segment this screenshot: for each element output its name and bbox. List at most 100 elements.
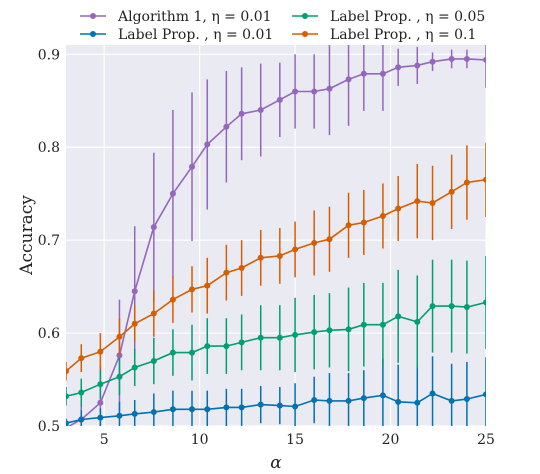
series-layer (66, 45, 486, 426)
data-point (448, 55, 455, 62)
data-point (429, 390, 436, 397)
series-0 (66, 45, 486, 426)
data-point (326, 397, 333, 404)
data-point (78, 416, 85, 423)
data-point (414, 62, 421, 69)
data-point (189, 406, 195, 413)
data-point (326, 236, 333, 243)
x-tick-label: 15 (286, 432, 304, 448)
x-tick-label: 20 (382, 432, 400, 448)
data-point (483, 56, 486, 63)
legend-marker-2 (90, 31, 96, 37)
data-point (345, 222, 352, 229)
series-2 (66, 255, 486, 407)
x-tick-label: 10 (191, 432, 209, 448)
data-point (414, 318, 421, 325)
data-point (223, 343, 230, 350)
data-point (238, 404, 245, 411)
legend-marker-3 (302, 31, 308, 37)
legend-entry-0: Algorithm 1, η = 0.01 (80, 9, 272, 25)
data-point (395, 313, 402, 320)
data-point (131, 288, 138, 295)
data-point (238, 110, 245, 117)
data-point (483, 176, 486, 183)
series-1 (66, 356, 486, 426)
data-point (116, 412, 123, 419)
data-point (292, 88, 299, 95)
data-point (66, 368, 69, 375)
legend-entry-2: Label Prop. , η = 0.01 (80, 27, 273, 43)
data-point (395, 64, 402, 71)
data-point (311, 239, 318, 246)
data-point (276, 334, 283, 341)
data-point (360, 70, 367, 77)
data-point (238, 265, 245, 272)
data-point (483, 299, 486, 306)
data-point (311, 88, 318, 95)
x-tick-label: 5 (100, 432, 109, 448)
data-point (150, 357, 157, 364)
data-point (448, 188, 455, 195)
data-point (204, 406, 211, 413)
data-point (238, 339, 245, 346)
data-point (97, 399, 104, 406)
data-point (204, 141, 211, 148)
data-point (345, 76, 352, 83)
data-point (448, 397, 455, 404)
data-point (150, 409, 157, 416)
y-tick-label: 0.6 (38, 326, 60, 342)
data-point (429, 303, 436, 310)
data-point (169, 406, 176, 413)
legend: Algorithm 1, η = 0.01 Label Prop. , η = … (80, 9, 485, 43)
data-point (429, 58, 436, 65)
data-point (189, 163, 195, 170)
data-point (276, 252, 283, 259)
data-point (204, 282, 211, 289)
data-point (414, 198, 421, 205)
data-point (257, 107, 264, 114)
y-tick-label: 0.9 (38, 47, 60, 63)
data-point (311, 396, 318, 403)
data-point (345, 326, 352, 333)
data-point (463, 396, 470, 403)
series-3 (66, 142, 486, 381)
legend-marker-0 (90, 13, 96, 19)
data-point (97, 381, 104, 388)
legend-label-2: Label Prop. , η = 0.01 (118, 27, 273, 43)
data-point (395, 398, 402, 405)
data-point (189, 286, 195, 293)
legend-marker-1 (302, 13, 308, 19)
data-point (150, 310, 157, 317)
data-point (189, 349, 195, 356)
y-tick-label: 0.5 (38, 419, 60, 435)
data-point (379, 321, 386, 328)
data-point (131, 320, 138, 327)
data-point (429, 199, 436, 206)
data-point (66, 420, 69, 426)
data-point (379, 392, 386, 399)
data-point (463, 304, 470, 311)
data-point (326, 327, 333, 334)
data-point (223, 269, 230, 276)
data-point (131, 410, 138, 417)
data-point (116, 333, 123, 340)
data-point (463, 55, 470, 62)
data-point (379, 70, 386, 77)
data-point (116, 373, 123, 380)
legend-label-3: Label Prop. , η = 0.1 (330, 27, 476, 43)
data-point (311, 329, 318, 336)
x-axis-ticks: 5 10 15 20 25 (100, 432, 495, 448)
y-tick-label: 0.8 (38, 140, 60, 156)
data-point (360, 219, 367, 226)
data-point (483, 391, 486, 398)
data-point (360, 321, 367, 328)
y-tick-label: 0.7 (38, 233, 60, 249)
data-point (223, 404, 230, 411)
data-point (395, 205, 402, 212)
data-point (150, 224, 157, 231)
data-point (97, 414, 104, 421)
data-point (78, 355, 85, 362)
data-point (169, 296, 176, 303)
data-point (276, 96, 283, 103)
